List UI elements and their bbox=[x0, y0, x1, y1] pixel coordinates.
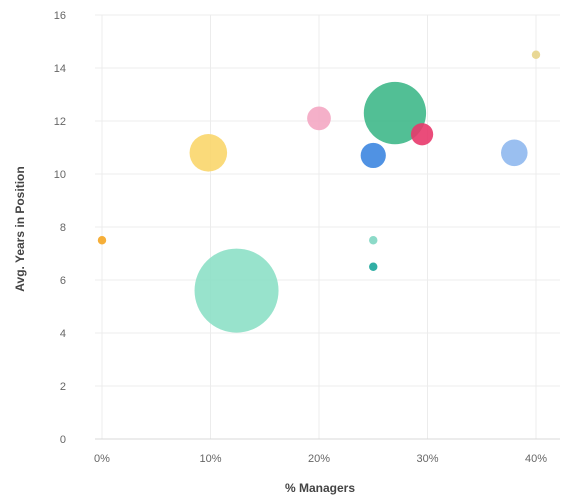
y-tick-label: 2 bbox=[60, 381, 66, 393]
bubble-point bbox=[369, 236, 378, 245]
bubble-point bbox=[369, 262, 378, 271]
y-tick-label: 16 bbox=[54, 10, 66, 22]
x-tick-label: 30% bbox=[416, 453, 438, 465]
y-tick-label: 12 bbox=[54, 116, 66, 128]
bubble-point bbox=[410, 123, 434, 146]
grid-layer bbox=[95, 14, 560, 440]
y-axis-title: Avg. Years in Position bbox=[13, 166, 27, 291]
bubble-point bbox=[363, 81, 427, 145]
bubble-point bbox=[189, 134, 228, 172]
x-tick-label: 10% bbox=[199, 453, 221, 465]
x-tick-label: 40% bbox=[525, 453, 547, 465]
x-tick-label: 0% bbox=[94, 453, 110, 465]
y-tick-label: 14 bbox=[54, 63, 66, 75]
x-tick-label: 20% bbox=[308, 453, 330, 465]
ticks-layer: 0 2 4 6 8 10 12 14 16 0% 10% 20% 30% 40% bbox=[54, 10, 547, 465]
bubble-point bbox=[531, 50, 541, 59]
points-layer bbox=[97, 50, 541, 333]
y-tick-label: 4 bbox=[60, 328, 66, 340]
y-tick-label: 8 bbox=[60, 222, 66, 234]
y-tick-label: 10 bbox=[54, 169, 66, 181]
bubble-point bbox=[360, 142, 386, 169]
bubble-point bbox=[194, 248, 279, 333]
y-tick-label: 6 bbox=[60, 275, 66, 287]
bubble-point bbox=[501, 139, 528, 167]
y-tick-label: 0 bbox=[60, 434, 66, 446]
bubble-point bbox=[307, 106, 331, 131]
bubble-point bbox=[97, 236, 107, 245]
x-axis-title: % Managers bbox=[285, 481, 355, 495]
